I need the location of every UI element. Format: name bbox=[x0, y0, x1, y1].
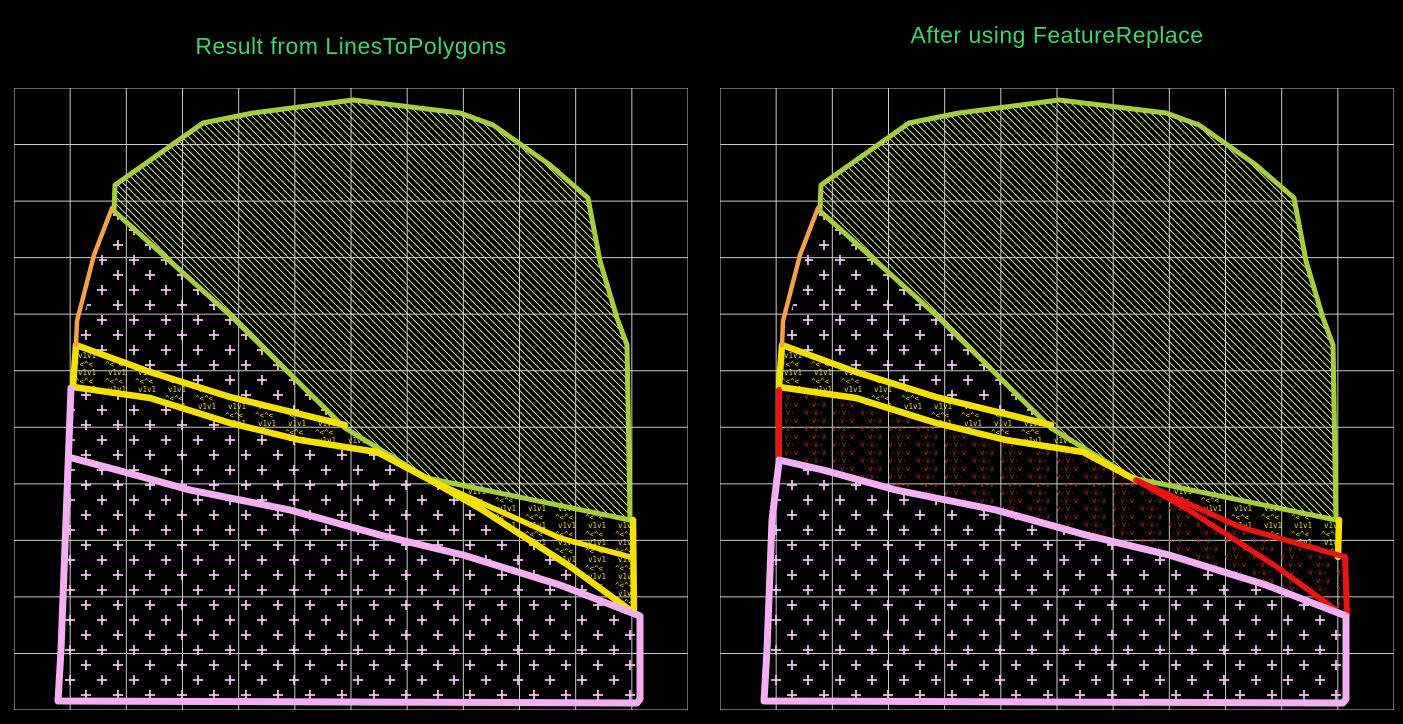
yellow-mid-line bbox=[427, 477, 633, 560]
upper-plus-region bbox=[76, 208, 345, 428]
red-right-edge bbox=[1342, 554, 1350, 618]
red-upper-line bbox=[1133, 477, 1348, 560]
red-lower-line bbox=[1133, 477, 1343, 616]
yellow-top-line bbox=[775, 341, 1055, 429]
left-panel: ^<^<v1v1v-v--v-v bbox=[14, 88, 688, 710]
pink-horizon-line bbox=[68, 454, 644, 620]
right-panel-title: After using FeatureReplace bbox=[910, 22, 1204, 48]
upper-plus-region bbox=[782, 208, 1051, 428]
green-unit-polygon bbox=[817, 97, 1339, 523]
yellow-right-edge bbox=[1334, 516, 1343, 561]
yellow-band-region bbox=[73, 345, 634, 613]
pink-horizon-line bbox=[775, 456, 1350, 620]
orange-fault-line bbox=[779, 205, 821, 348]
yellow-bottom-line bbox=[69, 383, 638, 617]
yellow-top-line bbox=[69, 341, 349, 429]
red-unit-region bbox=[779, 390, 1347, 615]
right-panel: ^<^<v1v1v-v--v-v bbox=[720, 88, 1394, 710]
lower-plus-region bbox=[58, 387, 640, 703]
orange-fault-line bbox=[73, 205, 115, 348]
lower-plus-region bbox=[764, 462, 1346, 703]
left-panel-title: Result from LinesToPolygons bbox=[195, 33, 507, 59]
green-unit-polygon bbox=[111, 97, 633, 523]
yellow-band-region bbox=[779, 345, 1338, 557]
yellow-right-edge bbox=[629, 516, 638, 617]
pink-outline bbox=[760, 458, 1350, 707]
yellow-bottom-line bbox=[775, 383, 1140, 484]
pink-outline bbox=[54, 384, 644, 707]
